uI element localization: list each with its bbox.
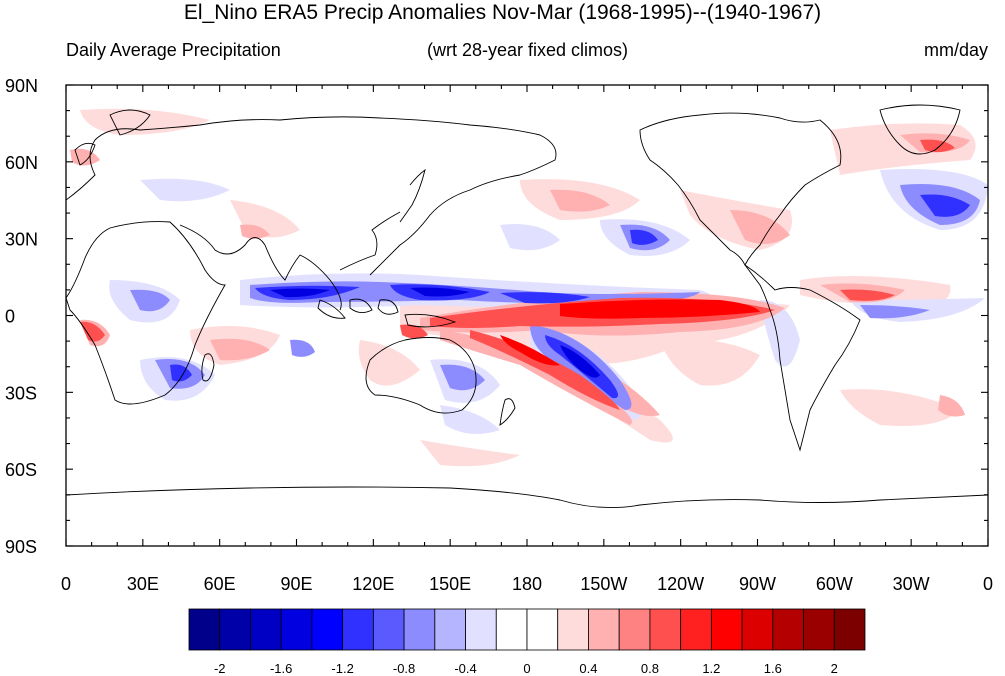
- colorbar-box: [526, 608, 559, 651]
- lon-label: 150E: [429, 574, 471, 594]
- colorbar-box: [188, 608, 221, 651]
- lon-label: 30E: [127, 574, 159, 594]
- lat-label: 60N: [5, 153, 38, 173]
- colorbar-box: [219, 608, 251, 651]
- colorbar-label: -1.2: [331, 661, 353, 676]
- colorbar-box: [311, 608, 344, 651]
- subtitle-reference: (wrt 28-year fixed climos): [426, 40, 629, 60]
- lon-label: 0: [983, 574, 993, 594]
- colorbar-box: [372, 608, 405, 651]
- colorbar-box: [342, 608, 374, 651]
- peak-negative-anomalies: [270, 287, 600, 378]
- lat-label: 30N: [5, 230, 38, 250]
- coastlines: [66, 104, 988, 509]
- colorbar-box: [250, 608, 282, 651]
- colorbar-box: [710, 608, 743, 651]
- colorbar-labels: -2 -1.6 -1.2 -0.8 -0.4 0 0.4 0.8 1.2 1.6 2: [214, 661, 838, 676]
- lon-label: 0: [61, 574, 71, 594]
- colorbar-label: -2: [214, 661, 226, 676]
- lat-label: 30S: [5, 383, 37, 403]
- colorbar-box: [434, 608, 466, 651]
- lon-label: 150W: [580, 574, 627, 594]
- colorbar-label: 0: [523, 661, 530, 676]
- colorbar-box: [588, 608, 620, 651]
- colorbar-label: 1.6: [764, 661, 782, 676]
- colorbar-box: [495, 608, 528, 651]
- colorbar-label: 0.4: [579, 661, 597, 676]
- lat-label: 60S: [5, 460, 37, 480]
- peak-positive-anomalies: [500, 299, 760, 366]
- anomaly-field: [70, 108, 988, 467]
- lon-label: 30W: [893, 574, 930, 594]
- colorbar-box: [803, 608, 835, 651]
- colorbar-box: [649, 608, 682, 651]
- colorbar-box: [403, 608, 436, 651]
- lat-label: 90S: [5, 537, 37, 557]
- subtitle-variable: Daily Average Precipitation: [66, 40, 281, 60]
- colorbar-label: -1.6: [270, 661, 292, 676]
- lon-label: 90W: [739, 574, 776, 594]
- axis-ticks: [65, 84, 989, 547]
- colorbar-label: -0.8: [393, 661, 415, 676]
- colorbar-box: [772, 608, 804, 651]
- longitude-labels: 0 30E 60E 90E 120E 150E 180 150W 120W 90W 60W 30W 0: [61, 574, 993, 594]
- lon-label: 60E: [204, 574, 236, 594]
- map-title: El_Nino ERA5 Precip Anomalies Nov-Mar (1…: [183, 1, 822, 24]
- colorbar-box: [741, 608, 774, 651]
- strong-positive-anomalies: [80, 139, 955, 410]
- colorbar-label: 1.2: [702, 661, 720, 676]
- lat-label: 90N: [5, 76, 38, 96]
- colorbar-label: -0.4: [454, 661, 476, 676]
- lon-label: 90E: [280, 574, 312, 594]
- colorbar-box: [833, 608, 866, 651]
- lat-label: 0: [5, 307, 15, 327]
- colorbar-label: 2: [831, 661, 838, 676]
- colorbar-box: [280, 608, 313, 651]
- lon-label: 180: [512, 574, 542, 594]
- colorbar-box: [557, 608, 589, 651]
- colorbar-label: 0.8: [641, 661, 659, 676]
- latitude-labels: 90N 60N 30N 0 30S 60S 90S: [5, 76, 38, 557]
- colorbar-box: [618, 608, 651, 651]
- colorbar-box: [680, 608, 712, 651]
- lon-label: 120W: [657, 574, 704, 594]
- subtitle-units: mm/day: [923, 40, 988, 60]
- lon-label: 60W: [816, 574, 853, 594]
- lon-label: 120E: [352, 574, 394, 594]
- colorbar: [188, 608, 866, 651]
- colorbar-box: [465, 608, 497, 651]
